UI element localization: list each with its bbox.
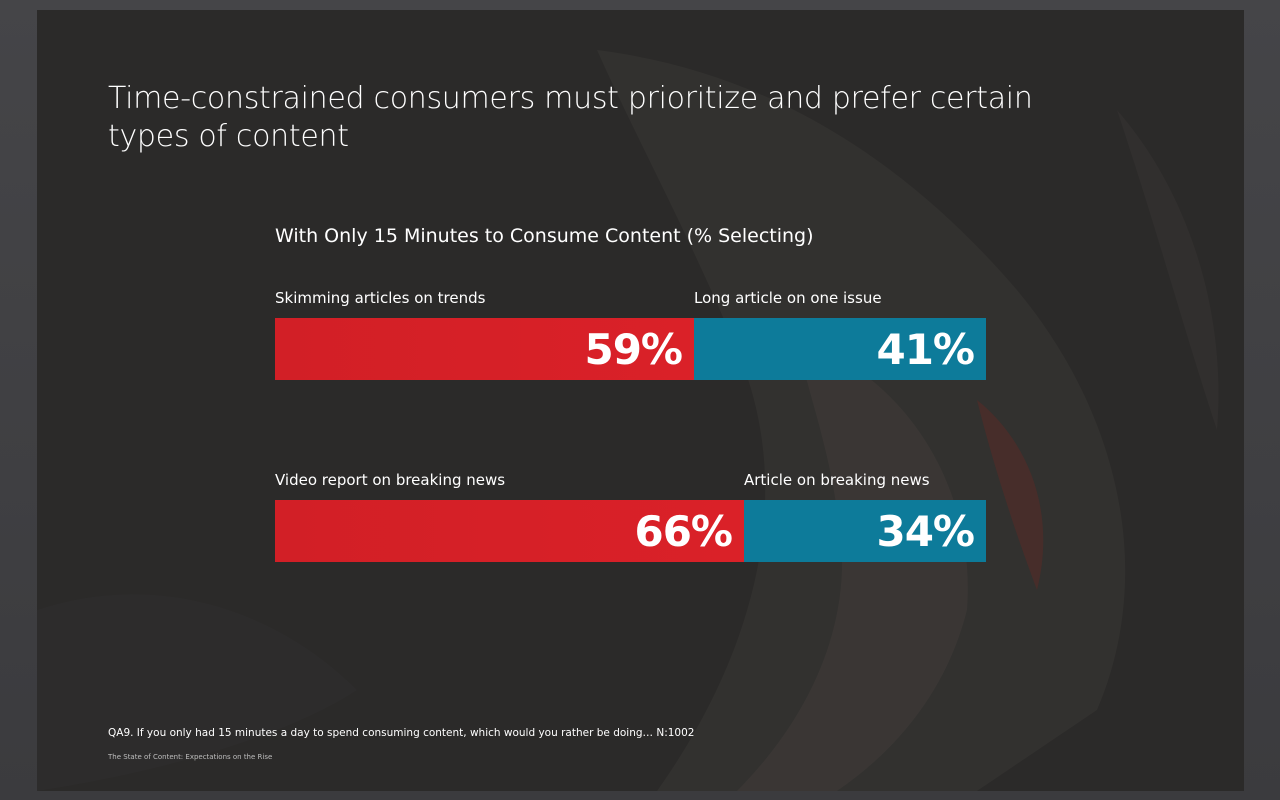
chart-title: With Only 15 Minutes to Consume Content …	[275, 225, 814, 247]
bar-segment-right: 34%	[744, 500, 986, 562]
data-label-right: 34%	[876, 506, 975, 556]
bar-row: 59% 41%	[275, 318, 986, 380]
category-label-left: Skimming articles on trends	[275, 289, 486, 307]
data-label-right: 41%	[876, 324, 975, 374]
slide-title: Time-constrained consumers must prioriti…	[108, 81, 1033, 154]
background-artwork	[37, 50, 1219, 791]
slide: Time-constrained consumers must prioriti…	[37, 10, 1244, 791]
bar-segment-left: 66%	[275, 500, 744, 562]
footnote: QA9. If you only had 15 minutes a day to…	[108, 727, 695, 739]
data-label-left: 59%	[584, 324, 683, 374]
data-label-left: 66%	[634, 506, 733, 556]
category-label-left: Video report on breaking news	[275, 471, 506, 489]
bar-row: 66% 34%	[275, 500, 986, 562]
source-note: The State of Content: Expectations on th…	[108, 753, 273, 761]
bar-segment-left: 59%	[275, 318, 694, 380]
category-label-right: Long article on one issue	[694, 289, 882, 307]
category-label-right: Article on breaking news	[744, 471, 930, 489]
bar-segment-right: 41%	[694, 318, 986, 380]
